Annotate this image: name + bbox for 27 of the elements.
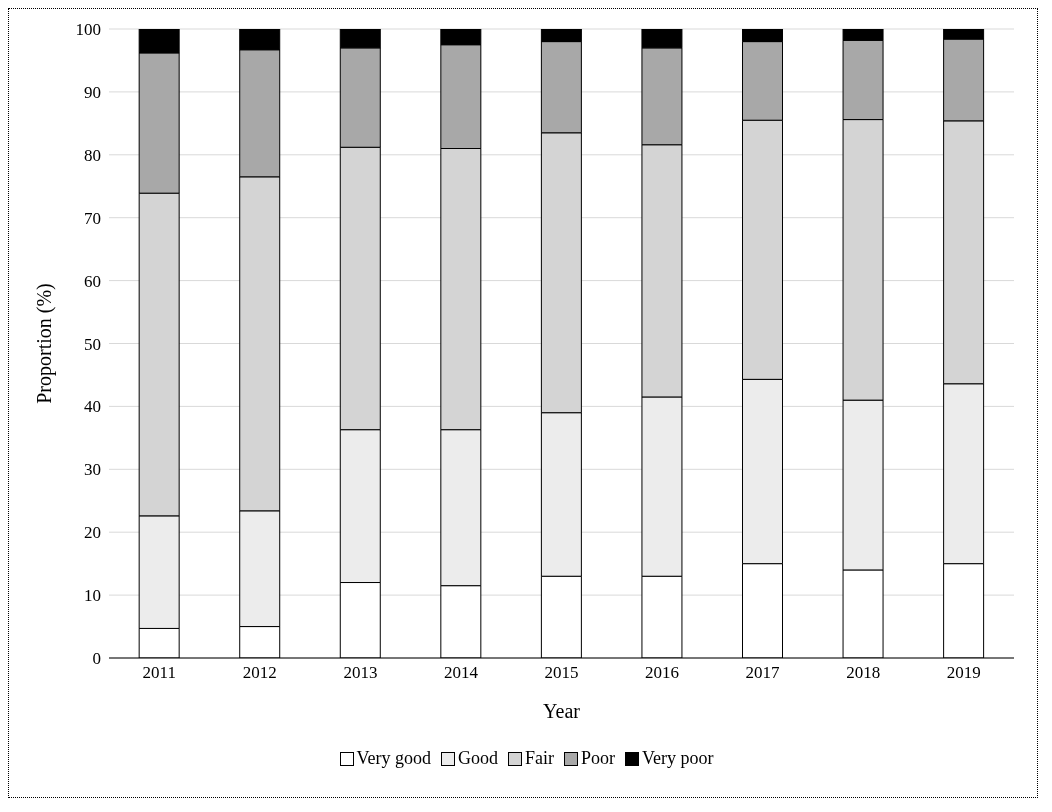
y-tick-label: 0 <box>92 649 101 669</box>
x-tick-label: 2016 <box>645 663 680 683</box>
y-tick-label: 60 <box>84 271 101 291</box>
y-tick-label: 100 <box>75 20 101 40</box>
y-tick-label: 20 <box>84 523 101 543</box>
y-tick-label: 10 <box>84 586 101 606</box>
x-tick-label: 2017 <box>745 663 781 683</box>
x-tick-label: 2018 <box>846 663 881 683</box>
x-tick-label: 2015 <box>544 663 579 683</box>
legend-label: Good <box>457 748 498 769</box>
legend-label: Poor <box>580 748 616 769</box>
y-axis-title: Proportion (%) <box>33 283 57 404</box>
x-tick-label: 2012 <box>242 663 277 683</box>
x-axis-title: Year <box>543 700 581 722</box>
x-tick-label: 2019 <box>946 663 981 683</box>
y-tick-label: 30 <box>84 460 101 480</box>
legend-label: Fair <box>524 748 554 769</box>
y-tick-label: 80 <box>84 145 101 165</box>
x-tick-label: 2013 <box>343 663 378 683</box>
legend-label: Very good <box>355 748 431 769</box>
legend-label: Very poor <box>641 748 714 769</box>
y-tick-label: 90 <box>84 82 101 102</box>
x-tick-label: 2011 <box>142 663 176 683</box>
y-tick-label: 70 <box>84 208 101 228</box>
x-tick-label: 2014 <box>443 663 479 683</box>
y-tick-label: 50 <box>84 334 101 354</box>
y-tick-label: 40 <box>84 397 101 417</box>
